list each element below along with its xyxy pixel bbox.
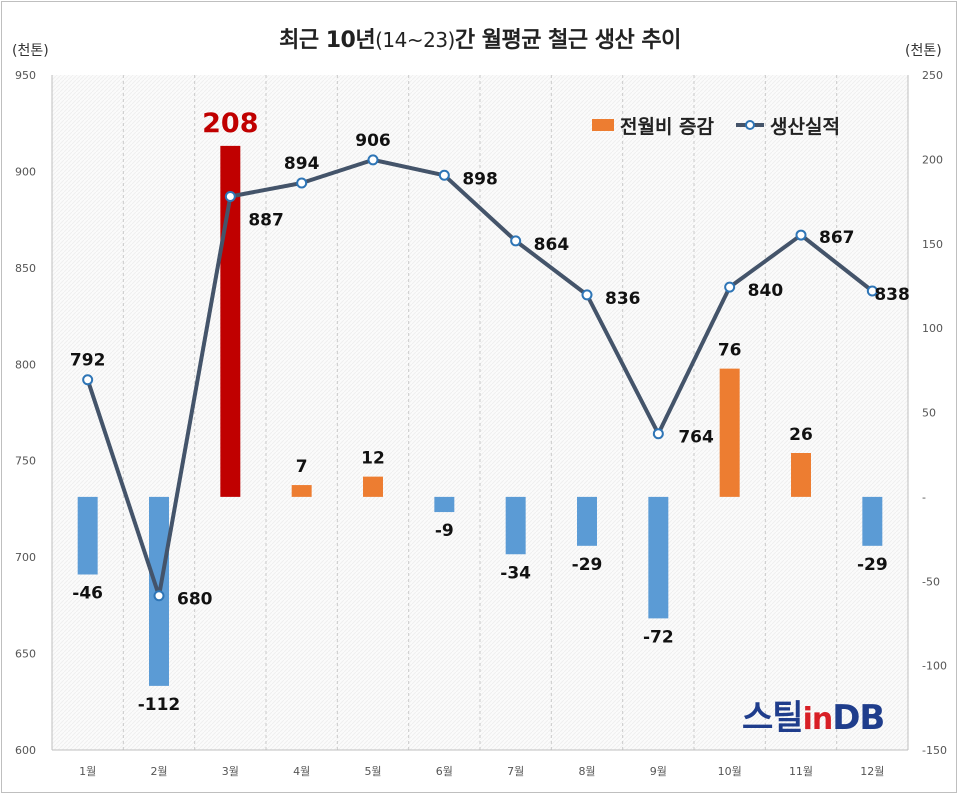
bar-data-label: -34 [500,563,531,583]
left-axis-unit: (천톤) [12,43,49,59]
bar-change [577,496,597,546]
line-data-label: 840 [748,281,784,301]
production-point [367,154,379,166]
bar-data-label: -9 [435,521,454,541]
production-point [866,285,878,297]
legend-item-line: 생산실적 [736,112,840,139]
line-data-label: 906 [355,131,391,151]
legend-label-bar: 전월비 증감 [620,115,715,138]
legend-swatch-line [736,120,765,130]
bar-data-label: 7 [296,457,308,477]
production-point [510,235,522,247]
line-data-label: 887 [248,211,283,231]
left-tick-label: 650 [15,648,36,661]
chart-title: 최근 10년(14~23)간 월평균 철근 생산 추이 [279,28,681,53]
line-data-label: 838 [874,285,910,305]
left-tick-label: 750 [15,455,36,468]
bar-change [77,496,98,575]
production-point [224,191,236,202]
left-tick-label: 950 [15,69,36,82]
bar-data-label: 208 [202,108,258,139]
bar-change [505,496,526,555]
production-point [581,289,593,301]
right-tick-label: 50 [922,407,936,420]
right-tick-label: 150 [922,238,943,251]
production-point [153,590,165,602]
bar-data-label: 26 [789,425,813,445]
right-tick-label: -50 [922,575,940,588]
right-tick-label: -150 [922,744,947,757]
line-data-label: 680 [177,590,213,610]
line-data-label: 864 [534,235,570,255]
category-label: 7월 [507,765,524,778]
category-label: 8월 [578,765,595,778]
bar-data-label: -46 [72,584,103,604]
category-label: 12월 [860,765,884,778]
right-axis-unit: (천톤) [905,43,942,59]
category-label: 2월 [150,765,167,778]
bar-data-label: -72 [643,627,674,647]
right-tick-label: 200 [922,153,943,166]
bar-data-label: -112 [138,695,181,715]
left-tick-label: 900 [15,165,36,178]
bar-change [719,368,740,497]
production-point [296,177,308,189]
right-tick-label: - [922,491,926,504]
left-tick-label: 800 [15,358,36,371]
line-data-label: 867 [819,228,855,248]
category-label: 4월 [293,765,310,778]
legend-item-bar: 전월비 증감 [592,112,714,139]
legend-label-line: 생산실적 [770,115,840,138]
bar-change [434,496,455,513]
production-point [652,428,664,440]
steelindb-logo: 스틸inDB [742,698,885,738]
category-label: 11월 [789,765,813,778]
category-label: 10월 [718,765,742,778]
category-label: 9월 [650,765,667,778]
bar-change [862,496,883,546]
line-data-label: 898 [462,169,498,189]
category-label: 6월 [436,765,453,778]
line-data-label: 894 [284,154,320,174]
production-point [795,229,807,241]
line-data-label: 836 [605,289,641,309]
right-tick-label: 100 [922,322,943,335]
right-tick-label: 250 [922,69,943,82]
category-label: 3월 [222,765,239,778]
production-line [85,157,874,598]
bar-change [291,485,312,497]
production-point [724,281,736,293]
line-data-label: 764 [678,428,714,448]
production-point [82,374,94,386]
left-tick-label: 700 [15,551,36,564]
category-label: 5월 [364,765,381,778]
legend: 전월비 증감 생산실적 [592,112,862,138]
bar-data-label: -29 [857,555,888,575]
bar-change [791,453,811,497]
bar-data-label: -29 [572,555,603,575]
left-tick-label: 600 [15,744,36,757]
bar-change [363,476,383,497]
production-point [438,169,450,181]
category-label: 1월 [79,765,96,778]
bar-change [648,496,669,619]
right-tick-label: -100 [922,660,947,673]
bar-data-label: 12 [361,449,385,469]
left-tick-label: 850 [15,262,36,275]
legend-swatch-bar [592,119,614,131]
line-data-label: 792 [70,351,106,371]
bar-data-label: 76 [718,341,742,361]
